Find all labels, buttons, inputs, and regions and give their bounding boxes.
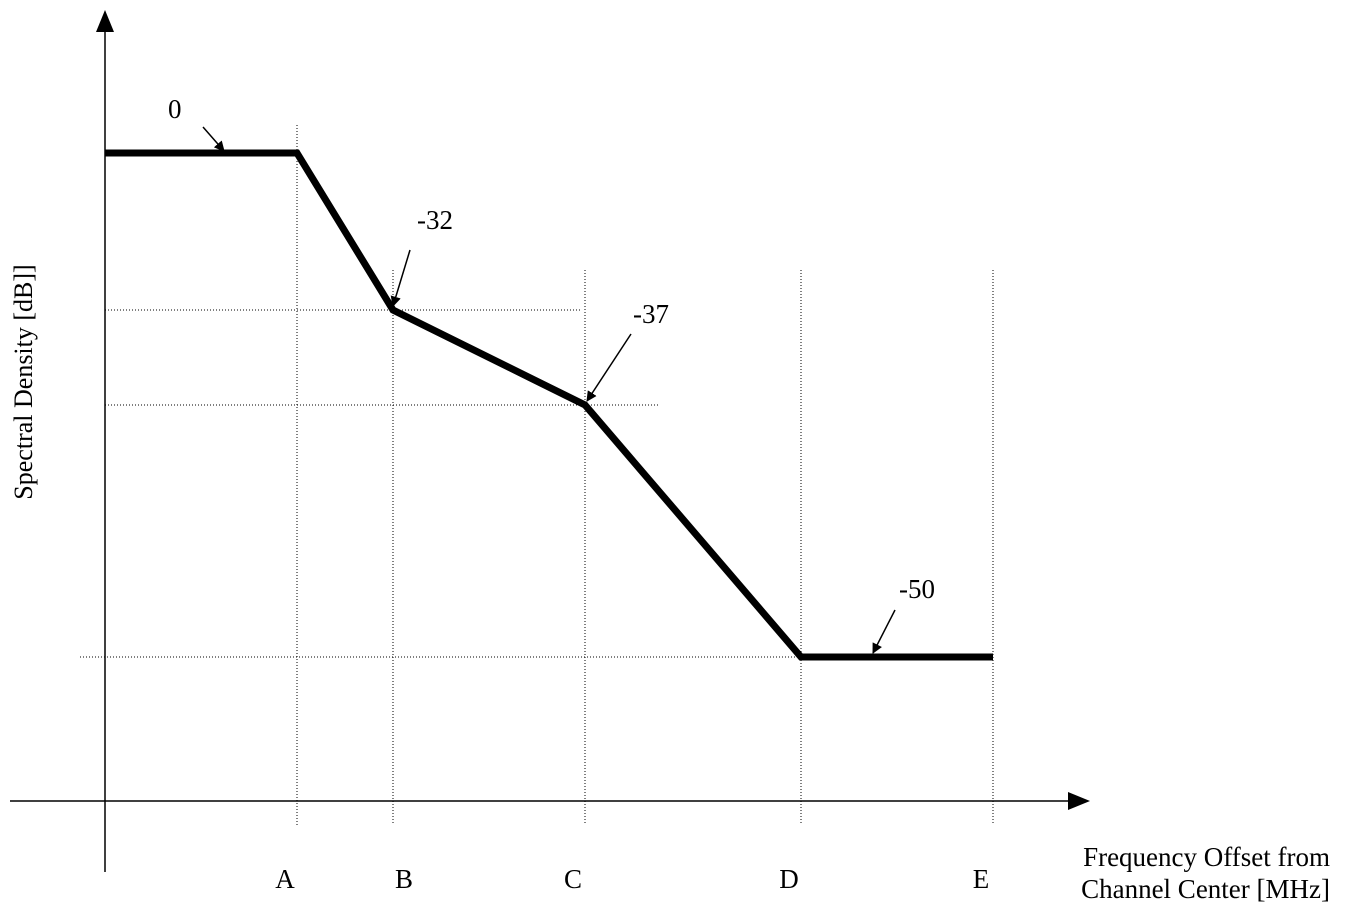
y-axis-title: Spectral Density [dB]] <box>9 264 38 499</box>
grid-lines <box>80 125 994 825</box>
arrow-minus32 <box>390 249 411 308</box>
arrow-minus37 <box>586 333 632 402</box>
arrow-minus50 <box>872 609 896 654</box>
annotation-0: 0 <box>168 94 182 124</box>
annotation-minus50: -50 <box>899 574 935 604</box>
annotation-arrows <box>202 126 896 654</box>
annotation-minus37: -37 <box>633 299 669 329</box>
axes <box>10 10 1090 872</box>
tick-label-d: D <box>779 864 799 894</box>
tick-label-b: B <box>395 864 413 894</box>
spectral-mask-line <box>105 149 993 661</box>
x-axis-arrowhead <box>1068 792 1090 810</box>
annotation-minus32: -32 <box>417 205 453 235</box>
x-axis-title-line2: Channel Center [MHz] <box>1081 874 1330 904</box>
tick-label-e: E <box>973 864 990 894</box>
tick-label-a: A <box>275 864 295 894</box>
tick-label-c: C <box>564 864 582 894</box>
y-axis-arrowhead <box>96 10 114 32</box>
arrow-0 <box>202 126 225 152</box>
x-axis-title-line1: Frequency Offset from <box>1083 842 1330 872</box>
